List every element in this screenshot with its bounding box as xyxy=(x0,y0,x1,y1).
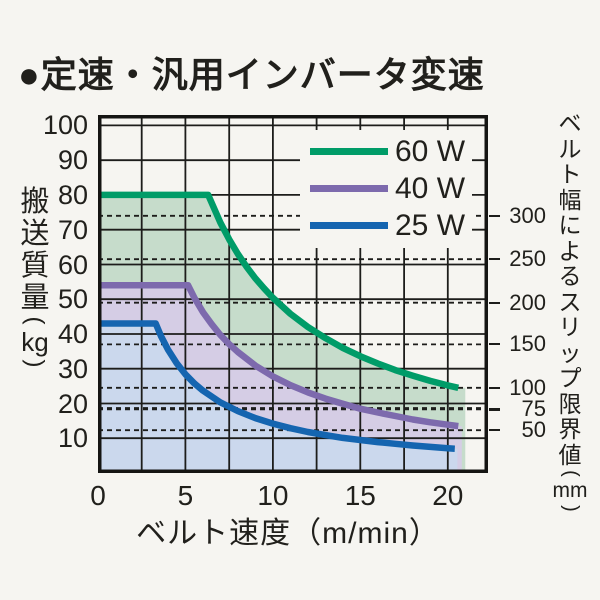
vertical-char: ス xyxy=(558,288,582,315)
y-tick-label: 90 xyxy=(57,145,88,176)
y-axis-title-text: 搬送質量 xyxy=(20,186,49,314)
x-tick-label: 0 xyxy=(90,480,106,511)
legend: 60 W 40 W 25 W xyxy=(300,130,472,248)
y-tick-label: 100 xyxy=(42,110,88,141)
right-tick-dash xyxy=(489,343,500,346)
right-tick-label: 300 xyxy=(509,202,546,228)
y-axis-title: 搬送質量 ( kg ) xyxy=(14,186,56,370)
vertical-char: リ xyxy=(558,314,582,340)
vertical-paren-open: ( xyxy=(559,470,582,477)
legend-item: 60 W xyxy=(300,133,472,170)
right-tick-label: 150 xyxy=(509,331,546,357)
right-tick-dash xyxy=(489,301,500,304)
legend-item: 25 W xyxy=(300,207,472,244)
y-tick-label: 10 xyxy=(57,423,88,454)
right-tick-dash xyxy=(489,214,500,217)
vertical-char: 質 xyxy=(20,250,50,282)
right-tick-dash xyxy=(489,407,500,411)
series-fill xyxy=(98,323,458,473)
right-tick-label: 200 xyxy=(509,289,546,315)
x-axis-title: ベルト速度（m/min） xyxy=(136,517,440,550)
legend-line-swatch xyxy=(310,185,388,192)
y-tick-label: 60 xyxy=(57,249,88,280)
right-tick-dash xyxy=(489,386,500,389)
right-tick-label: 100 xyxy=(509,374,546,400)
legend-label: 25 W xyxy=(395,208,466,242)
right-tick-label: 75 xyxy=(521,395,546,421)
vertical-char: 送 xyxy=(20,218,50,250)
right-axis-unit-text: mm xyxy=(552,479,588,502)
x-tick-label: 5 xyxy=(177,480,194,511)
vertical-char: ト xyxy=(558,161,582,187)
y-tick-label: 40 xyxy=(57,319,88,349)
vertical-char: よ xyxy=(558,237,582,264)
y-tick-label: 50 xyxy=(57,284,88,315)
series-line xyxy=(98,282,459,430)
vertical-paren-close: ) xyxy=(559,505,582,512)
vertical-char: 幅 xyxy=(558,186,582,213)
y-tick-label: 70 xyxy=(57,214,88,245)
chart-title: ●定速・汎用インバータ変速 xyxy=(18,54,485,95)
legend-label: 60 W xyxy=(395,134,466,168)
vertical-char: に xyxy=(558,212,582,238)
series-line xyxy=(98,191,460,391)
right-tick-dash xyxy=(489,429,500,432)
vertical-char: る xyxy=(558,263,582,289)
vertical-char: 搬 xyxy=(20,186,50,218)
legend-item: 40 W xyxy=(300,170,472,207)
y-tick-label: 20 xyxy=(57,388,88,419)
vertical-char: ル xyxy=(558,135,582,162)
vertical-char: 量 xyxy=(20,282,50,314)
vertical-char: ベ xyxy=(558,110,582,136)
y-axis-unit-text: kg xyxy=(21,327,49,357)
right-axis-unit: ( mm ) xyxy=(553,468,588,514)
series-line xyxy=(98,320,455,452)
right-tick-dash xyxy=(489,258,500,261)
right-axis-title: ベルト幅によるスリップ限界値 ( mm ) xyxy=(551,110,589,514)
legend-line-swatch xyxy=(310,148,388,155)
vertical-char: 値 xyxy=(558,441,582,468)
vertical-char: 限 xyxy=(558,390,582,417)
legend-label: 40 W xyxy=(395,171,466,205)
y-tick-label: 30 xyxy=(57,353,88,384)
right-tick-label: 250 xyxy=(509,246,546,272)
x-tick-label: 20 xyxy=(432,480,464,511)
vertical-char: ッ xyxy=(558,339,582,366)
y-axis-unit: ( kg ) xyxy=(21,314,48,370)
right-axis-title-text: ベルト幅によるスリップ限界値 xyxy=(558,110,582,468)
y-tick-label: 80 xyxy=(57,179,88,210)
legend-line-swatch xyxy=(310,222,388,229)
vertical-char: 界 xyxy=(558,416,582,442)
x-tick-label: 15 xyxy=(344,480,376,511)
right-tick-label: 50 xyxy=(521,417,546,443)
plot-frame xyxy=(98,115,488,473)
vertical-char: プ xyxy=(558,365,582,391)
x-tick-label: 10 xyxy=(257,480,289,511)
